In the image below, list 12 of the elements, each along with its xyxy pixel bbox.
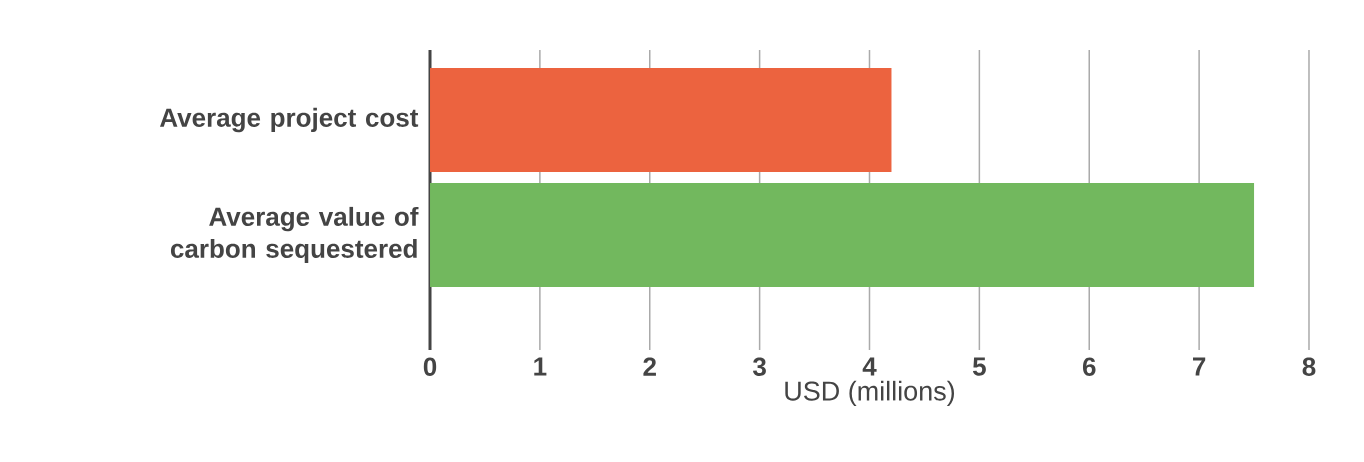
x-tick-label: 3 — [752, 357, 766, 376]
x-tick-label: 7 — [1193, 357, 1206, 376]
y-tick-label: Average value of carbon sequestered — [170, 206, 419, 264]
x-tick-label: 8 — [1302, 357, 1316, 376]
x-tick-label: 6 — [1082, 357, 1096, 376]
x-tick-label: 4 — [862, 357, 877, 376]
x-axis-title: USD (millions) — [785, 380, 955, 406]
x-tick-label: 1 — [534, 357, 547, 376]
y-tick-label: Average project cost — [159, 107, 419, 133]
x-tick-label: 5 — [972, 357, 986, 376]
x-tick-label: 0 — [423, 357, 437, 376]
x-tick-label: 2 — [643, 357, 656, 376]
